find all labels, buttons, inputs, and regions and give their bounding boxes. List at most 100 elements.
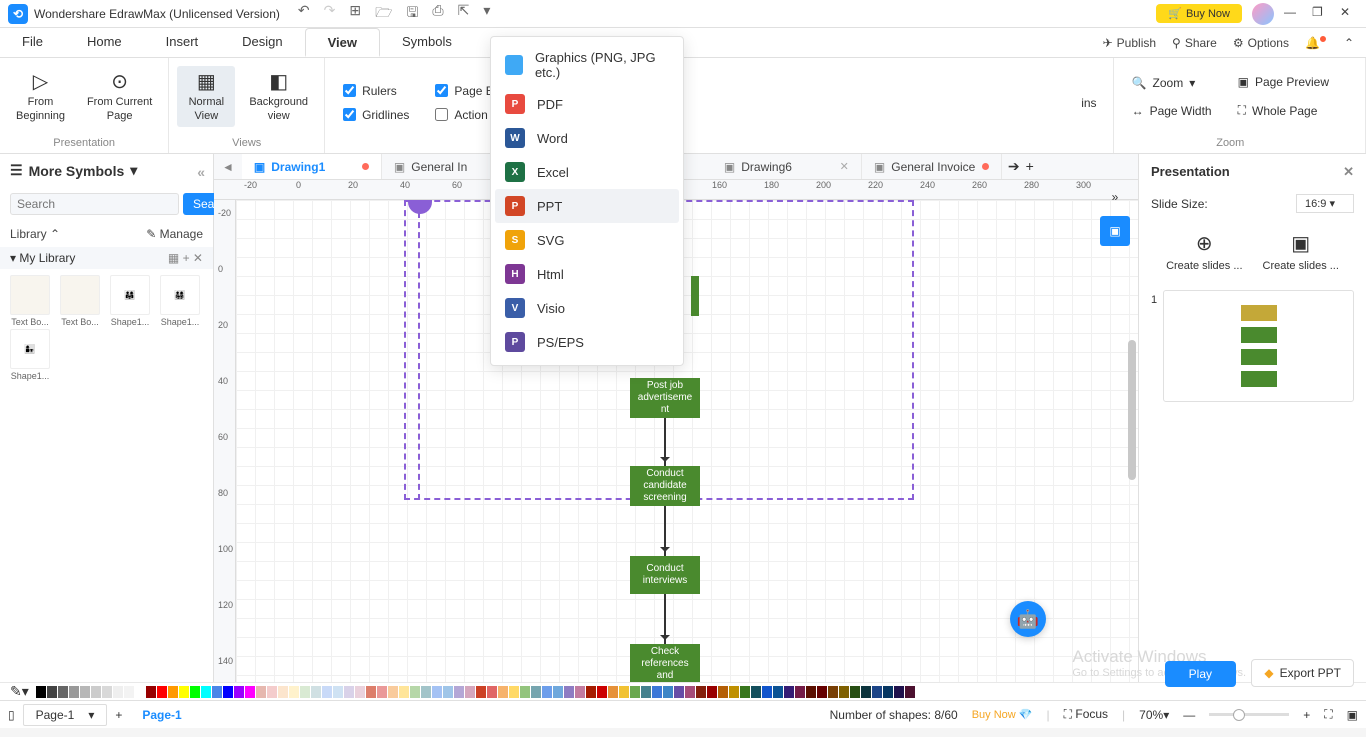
color-swatch[interactable] xyxy=(157,686,167,698)
color-swatch[interactable] xyxy=(146,686,156,698)
page-view-icon[interactable]: ▯ xyxy=(8,708,15,722)
color-swatch[interactable] xyxy=(762,686,772,698)
shape-item[interactable]: Text Bo... xyxy=(56,275,104,327)
color-swatch[interactable] xyxy=(520,686,530,698)
color-swatch[interactable] xyxy=(905,686,915,698)
page-dropdown[interactable]: Page-1▾ xyxy=(23,704,108,726)
color-swatch[interactable] xyxy=(861,686,871,698)
color-swatch[interactable] xyxy=(135,686,145,698)
new-icon[interactable]: ⊞ xyxy=(349,2,361,26)
color-swatch[interactable] xyxy=(465,686,475,698)
normal-view-button[interactable]: ▦Normal View xyxy=(177,66,235,126)
color-swatch[interactable] xyxy=(47,686,57,698)
color-swatch[interactable] xyxy=(839,686,849,698)
doc-tab-general-invoice[interactable]: ▣General Invoice xyxy=(862,154,1002,179)
color-swatch[interactable] xyxy=(91,686,101,698)
flow-box[interactable]: Conduct interviews xyxy=(630,556,700,594)
color-swatch[interactable] xyxy=(322,686,332,698)
color-swatch[interactable] xyxy=(872,686,882,698)
presentation-tool-icon[interactable]: ▣ xyxy=(1100,216,1130,246)
color-swatch[interactable] xyxy=(608,686,618,698)
color-swatch[interactable] xyxy=(311,686,321,698)
color-swatch[interactable] xyxy=(542,686,552,698)
color-swatch[interactable] xyxy=(531,686,541,698)
vertical-scrollbar[interactable] xyxy=(1128,340,1136,480)
color-swatch[interactable] xyxy=(641,686,651,698)
color-swatch[interactable] xyxy=(124,686,134,698)
color-swatch[interactable] xyxy=(421,686,431,698)
flow-box[interactable]: Post job advertiseme nt xyxy=(630,378,700,418)
doc-tab-drawing1[interactable]: ▣Drawing1 xyxy=(242,154,382,179)
color-picker-icon[interactable]: ✎▾ xyxy=(10,683,29,700)
color-swatch[interactable] xyxy=(740,686,750,698)
color-swatch[interactable] xyxy=(806,686,816,698)
color-swatch[interactable] xyxy=(630,686,640,698)
export-item-graphicspngjpgetc[interactable]: Graphics (PNG, JPG etc.) xyxy=(495,43,679,87)
color-swatch[interactable] xyxy=(256,686,266,698)
export-item-visio[interactable]: VVisio xyxy=(495,291,679,325)
color-swatch[interactable] xyxy=(58,686,68,698)
flow-box[interactable]: Conduct candidate screening xyxy=(630,466,700,506)
my-library-header[interactable]: ▾ My Library ▦ + ✕ xyxy=(0,247,213,269)
color-swatch[interactable] xyxy=(168,686,178,698)
export-item-word[interactable]: WWord xyxy=(495,121,679,155)
fit-page-button[interactable]: ⛶ xyxy=(1324,707,1332,722)
color-swatch[interactable] xyxy=(366,686,376,698)
color-swatch[interactable] xyxy=(663,686,673,698)
color-swatch[interactable] xyxy=(201,686,211,698)
color-swatch[interactable] xyxy=(476,686,486,698)
shape-item[interactable]: Text Bo... xyxy=(6,275,54,327)
shape-item[interactable]: 👩‍👧Shape1... xyxy=(6,329,54,381)
color-swatch[interactable] xyxy=(509,686,519,698)
color-swatch[interactable] xyxy=(707,686,717,698)
color-swatch[interactable] xyxy=(850,686,860,698)
color-swatch[interactable] xyxy=(586,686,596,698)
color-swatch[interactable] xyxy=(223,686,233,698)
export-item-html[interactable]: HHtml xyxy=(495,257,679,291)
color-swatch[interactable] xyxy=(234,686,244,698)
color-swatch[interactable] xyxy=(784,686,794,698)
zoom-slider[interactable] xyxy=(1209,713,1289,716)
color-swatch[interactable] xyxy=(410,686,420,698)
color-swatch[interactable] xyxy=(102,686,112,698)
color-swatch[interactable] xyxy=(113,686,123,698)
close-button[interactable]: ✕ xyxy=(1340,5,1358,23)
add-page-button[interactable]: + xyxy=(115,708,122,722)
redo-icon[interactable]: ↷ xyxy=(324,2,336,26)
add-tab-button[interactable]: + xyxy=(1026,158,1034,175)
color-swatch[interactable] xyxy=(575,686,585,698)
create-slides-left[interactable]: ⊕Create slides ... xyxy=(1166,231,1242,272)
rulers-checkbox[interactable]: Rulers xyxy=(343,84,409,98)
color-swatch[interactable] xyxy=(773,686,783,698)
export-item-excel[interactable]: XExcel xyxy=(495,155,679,189)
color-swatch[interactable] xyxy=(553,686,563,698)
tab-symbols[interactable]: Symbols xyxy=(380,28,474,57)
expand-right-panel-icon[interactable]: » xyxy=(1100,182,1130,212)
tab-scroll-right[interactable]: ➔ xyxy=(1008,158,1020,175)
color-swatch[interactable] xyxy=(597,686,607,698)
color-swatch[interactable] xyxy=(432,686,442,698)
gridlines-checkbox[interactable]: Gridlines xyxy=(343,108,409,122)
color-swatch[interactable] xyxy=(399,686,409,698)
save-icon[interactable]: 🖫 xyxy=(406,2,418,26)
tab-design[interactable]: Design xyxy=(220,28,304,57)
shape-item[interactable]: 👨‍👩‍👧Shape1... xyxy=(106,275,154,327)
from-beginning-button[interactable]: ▷From Beginning xyxy=(8,66,73,126)
manage-link[interactable]: ✎ Manage xyxy=(146,227,203,241)
color-swatch[interactable] xyxy=(69,686,79,698)
color-swatch[interactable] xyxy=(377,686,387,698)
flow-box[interactable]: Check references and xyxy=(630,644,700,682)
slide-preview[interactable] xyxy=(1163,290,1354,402)
whole-page-button[interactable]: ⛶ Whole Page xyxy=(1232,101,1335,120)
page-width-button[interactable]: ↔ Page Width xyxy=(1126,102,1218,120)
open-icon[interactable]: 🗁 xyxy=(375,2,392,26)
color-swatch[interactable] xyxy=(454,686,464,698)
export-item-ppt[interactable]: PPPT xyxy=(495,189,679,223)
color-swatch[interactable] xyxy=(388,686,398,698)
color-swatch[interactable] xyxy=(718,686,728,698)
doc-tab-drawing6[interactable]: ▣Drawing6✕ xyxy=(712,154,862,179)
color-swatch[interactable] xyxy=(685,686,695,698)
zoom-percent[interactable]: 70%▾ xyxy=(1139,708,1169,722)
buy-now-button[interactable]: 🛒 Buy Now xyxy=(1156,4,1242,23)
color-swatch[interactable] xyxy=(619,686,629,698)
